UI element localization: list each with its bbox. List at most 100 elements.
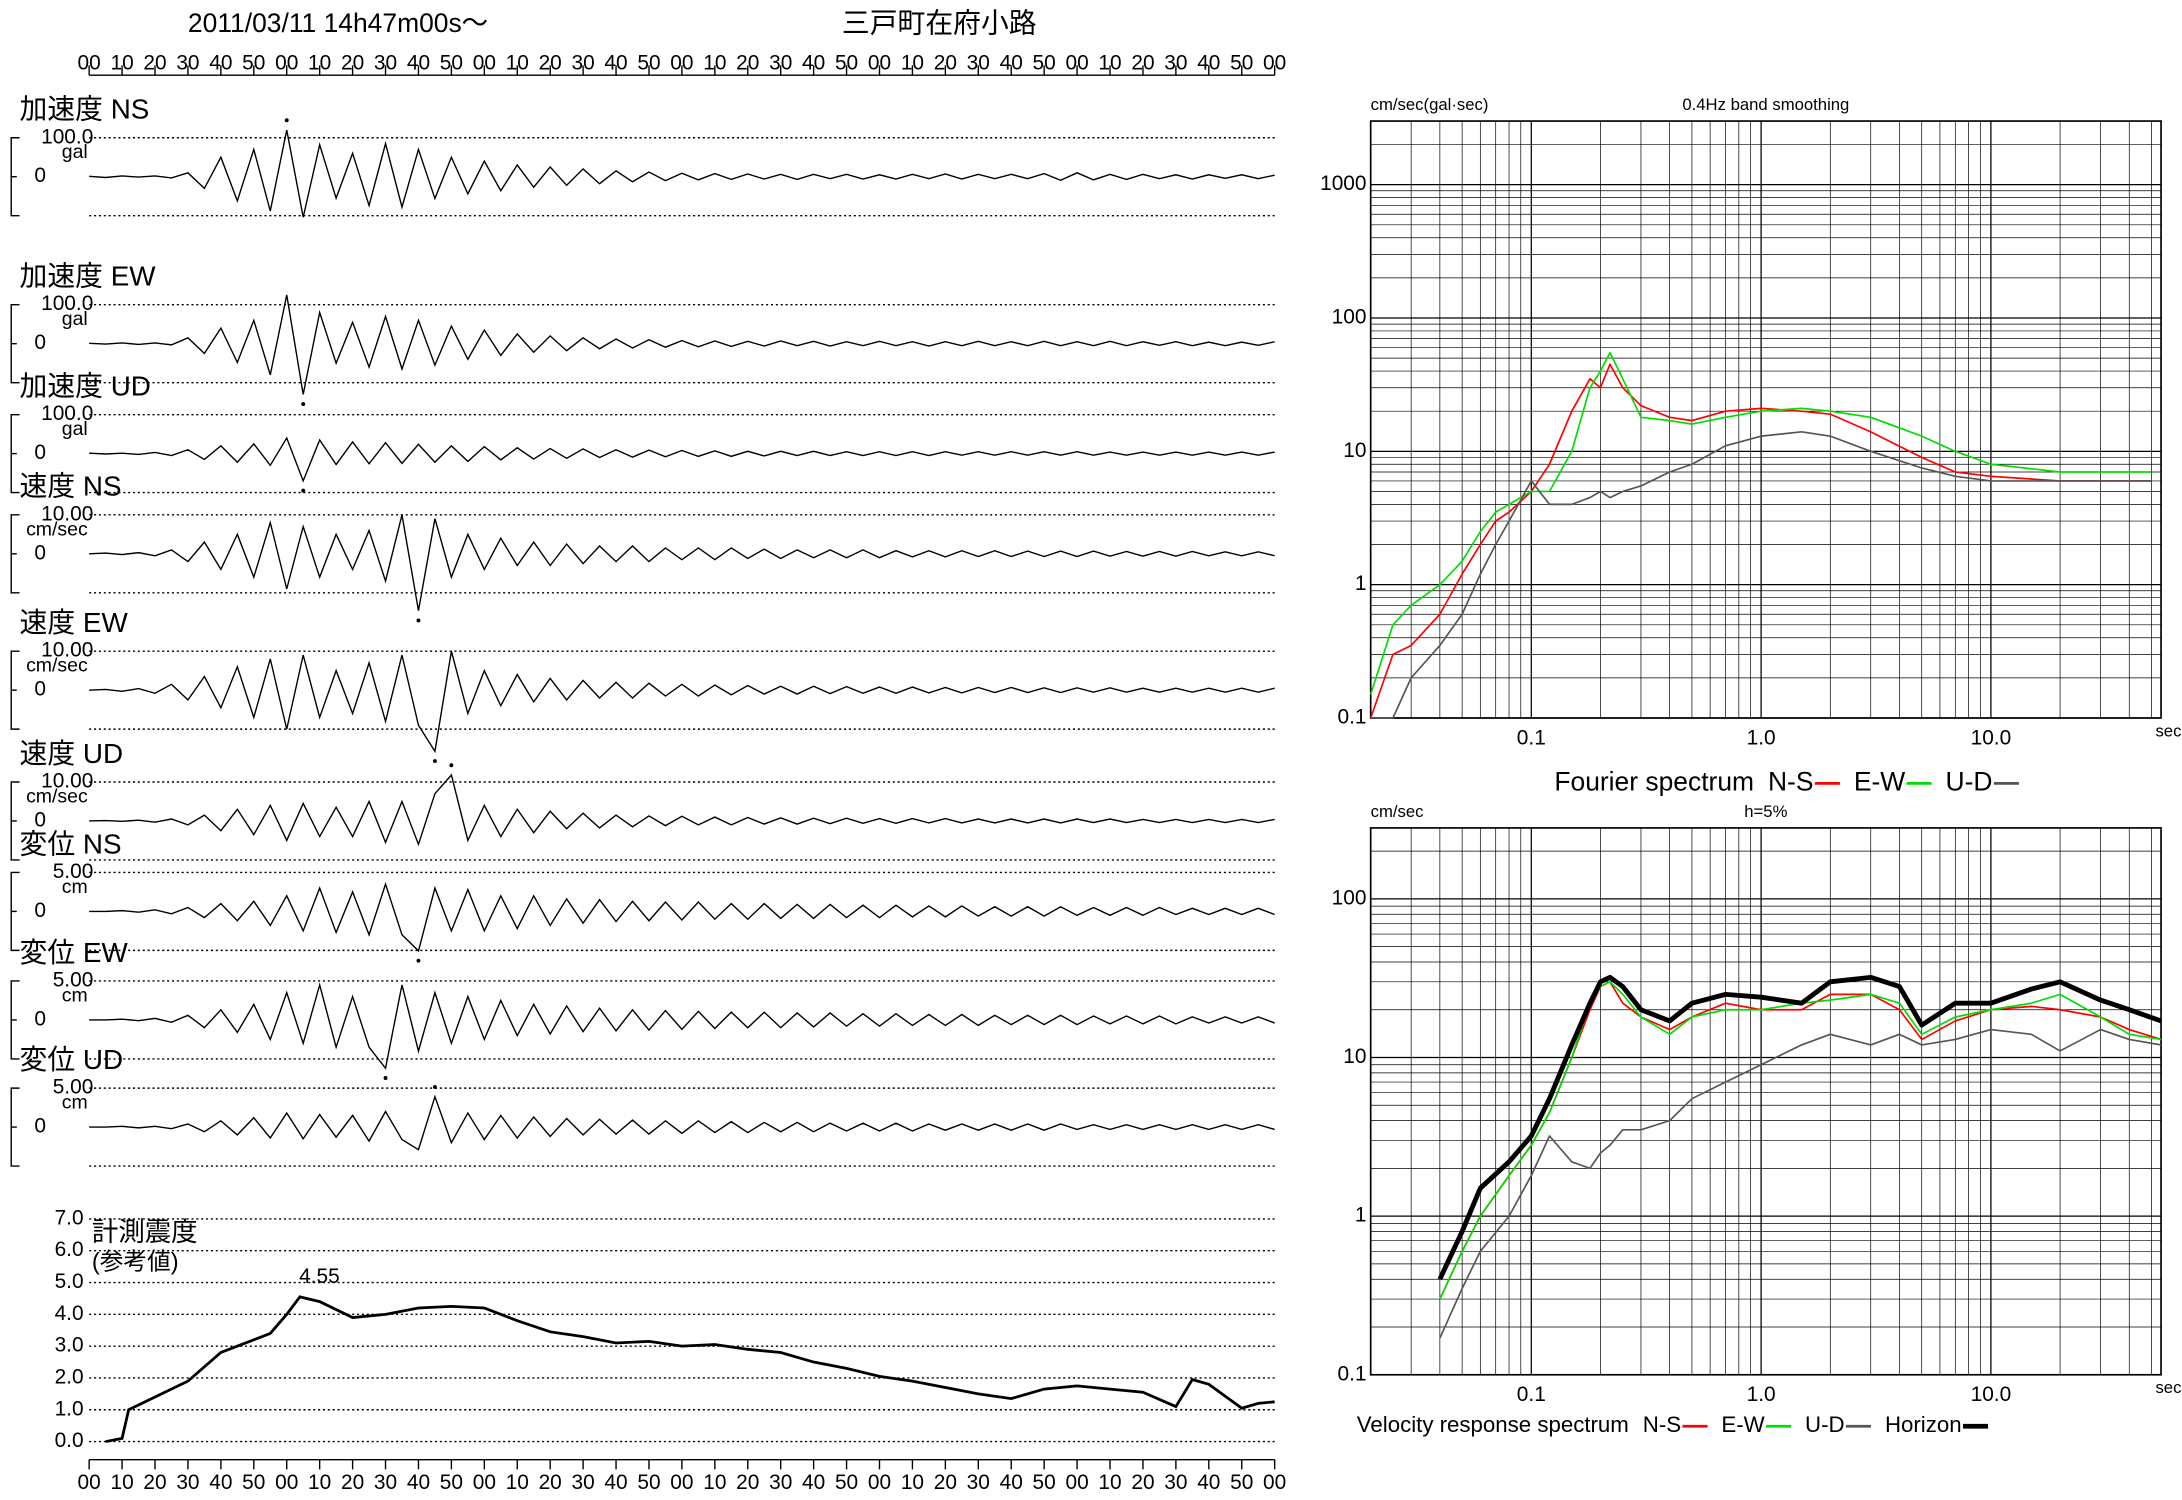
intensity-line (105, 1295, 1275, 1443)
panel-label: 加速度 EW (20, 261, 157, 292)
chart-title: 計測震度 (92, 1217, 198, 1247)
y-tick-label: 5.0 (55, 1270, 84, 1293)
time-tick-label: 20 (934, 1471, 957, 1494)
time-tick-label: 00 (1065, 52, 1088, 75)
time-tick-label: 50 (637, 1471, 660, 1494)
y-tick-label: 0.1 (1338, 1362, 1367, 1385)
spectrum-line (1439, 1028, 2162, 1339)
time-tick-label: 00 (473, 1471, 496, 1494)
time-tick-label: 50 (242, 52, 265, 75)
time-tick-label: 40 (209, 52, 232, 75)
time-tick-label: 30 (967, 52, 990, 75)
y-tick-label: 1000 (1320, 172, 1366, 195)
time-tick-label: 00 (868, 52, 891, 75)
waveform-trace (89, 881, 1275, 953)
y-tick-label: 5.00 (53, 968, 94, 991)
x-tick-label: 1.0 (1747, 726, 1776, 749)
time-tick-label: 50 (440, 1471, 463, 1494)
spectrum-line (1439, 980, 2162, 1300)
legend-label: N-S (1643, 1412, 1681, 1437)
y-tick-label: 0 (34, 441, 46, 464)
time-tick-label: 50 (1230, 52, 1253, 75)
y-tick-label: 1.0 (55, 1397, 84, 1420)
time-tick-label: 20 (539, 52, 562, 75)
panel-label: 加速度 UD (20, 371, 151, 402)
panel-label: 速度 NS (20, 471, 122, 502)
y-tick-label: 10.00 (41, 639, 93, 662)
unit-label: cm/sec (26, 655, 88, 677)
y-axis-label: cm/sec (1371, 802, 1424, 821)
x-axis-label: sec (2155, 1378, 2181, 1397)
waveform-trace (89, 436, 1275, 483)
time-tick-label: 40 (604, 1471, 627, 1494)
time-tick-label: 20 (341, 52, 364, 75)
y-tick-label: 0 (34, 331, 46, 354)
peak-dot (432, 1085, 437, 1089)
spectrum-line (1370, 431, 2152, 719)
time-tick-label: 10 (110, 1471, 133, 1494)
legend-label: E-W (1721, 1412, 1764, 1437)
time-tick-label: 10 (506, 52, 529, 75)
time-tick-label: 40 (802, 1471, 825, 1494)
y-tick-label: 4.0 (55, 1302, 84, 1325)
plot-frame (1369, 120, 2162, 719)
time-tick-label: 40 (802, 52, 825, 75)
legend-label: U-D (1805, 1412, 1845, 1437)
waveform-trace (89, 773, 1275, 847)
time-tick-label: 00 (670, 52, 693, 75)
y-tick-label: 100 (1332, 306, 1367, 329)
spectrum-line (1369, 363, 2152, 719)
peak-dot (284, 118, 289, 123)
time-tick-label: 30 (176, 52, 199, 75)
waveform-trace (89, 651, 1275, 754)
peak-dot (301, 488, 306, 493)
time-tick-label: 50 (1033, 1471, 1056, 1494)
unit-label: cm (62, 876, 88, 898)
y-tick-label: 0 (34, 164, 46, 187)
x-tick-label: 0.1 (1517, 726, 1546, 749)
time-tick-label: 10 (1098, 52, 1121, 75)
unit-label: cm (62, 1092, 88, 1114)
spectrum-line (1369, 351, 2152, 695)
legend-label: E-W (1854, 766, 1905, 796)
time-tick-label: 40 (1197, 52, 1220, 75)
y-tick-label: 0 (34, 678, 46, 701)
time-tick-label: 10 (110, 52, 133, 75)
time-tick-label: 30 (769, 52, 792, 75)
time-tick-label: 00 (275, 1471, 298, 1494)
time-tick-label: 30 (1164, 1471, 1187, 1494)
time-tick-label: 10 (1098, 1471, 1121, 1494)
y-tick-label: 5.00 (53, 860, 94, 883)
time-tick-label: 40 (407, 1471, 430, 1494)
waveform-trace (89, 294, 1275, 395)
x-axis-label: sec (2155, 721, 2181, 740)
time-tick-label: 30 (967, 1471, 990, 1494)
time-tick-label: 00 (1263, 1471, 1286, 1494)
panel-label: 変位 UD (20, 1044, 124, 1075)
y-tick-label: 2.0 (55, 1365, 84, 1388)
time-tick-label: 10 (901, 52, 924, 75)
time-tick-label: 20 (143, 52, 166, 75)
time-tick-label: 30 (374, 52, 397, 75)
legend-title: Fourier spectrum (1554, 766, 1754, 796)
time-tick-label: 00 (868, 1471, 891, 1494)
time-tick-label: 20 (934, 52, 957, 75)
time-tick-label: 20 (736, 1471, 759, 1494)
y-tick-label: 6.0 (55, 1238, 84, 1261)
panel-label: 変位 NS (20, 828, 122, 859)
legend-label: N-S (1768, 766, 1814, 796)
time-tick-label: 20 (1131, 1471, 1154, 1494)
legend-title: Velocity response spectrum (1357, 1412, 1629, 1437)
panel-label: 速度 EW (20, 607, 129, 638)
panel-label: 加速度 NS (20, 94, 150, 125)
x-tick-label: 10.0 (1971, 1383, 2012, 1406)
y-tick-label: 100 (1332, 886, 1367, 909)
time-tick-label: 10 (308, 52, 331, 75)
x-tick-label: 0.1 (1517, 1383, 1546, 1406)
unit-label: cm (62, 984, 88, 1006)
peak-dot (416, 618, 421, 623)
y-tick-label: 1 (1355, 572, 1367, 595)
